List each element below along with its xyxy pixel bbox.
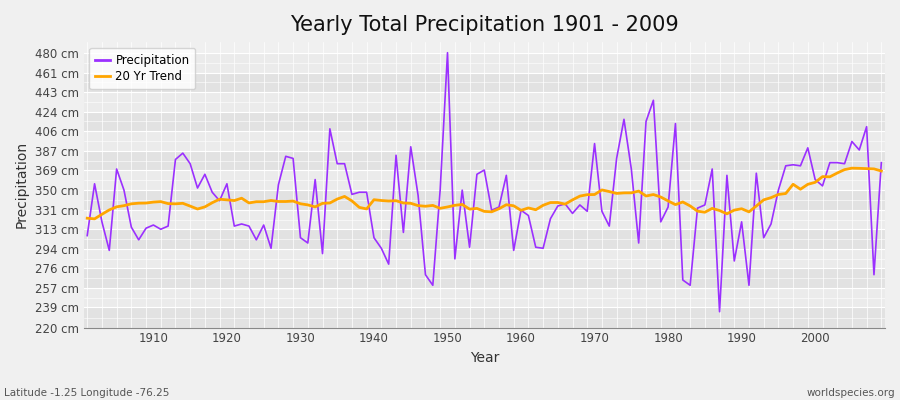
20 Yr Trend bbox=[611, 191, 622, 196]
Bar bbox=[84, 210, 885, 229]
Line: Precipitation: Precipitation bbox=[87, 53, 881, 312]
Bar bbox=[84, 308, 885, 328]
Bar bbox=[84, 288, 885, 308]
Precipitation bbox=[302, 240, 313, 245]
Bar bbox=[84, 268, 885, 288]
Bar bbox=[84, 229, 885, 249]
Precipitation bbox=[346, 192, 357, 197]
Text: worldspecies.org: worldspecies.org bbox=[807, 388, 896, 398]
Bar bbox=[84, 131, 885, 151]
Precipitation bbox=[876, 160, 886, 165]
20 Yr Trend bbox=[89, 216, 100, 221]
Precipitation bbox=[523, 213, 534, 218]
Title: Yearly Total Precipitation 1901 - 2009: Yearly Total Precipitation 1901 - 2009 bbox=[290, 15, 679, 35]
X-axis label: Year: Year bbox=[470, 351, 499, 365]
Precipitation bbox=[82, 233, 93, 238]
Bar bbox=[84, 190, 885, 210]
Text: Latitude -1.25 Longitude -76.25: Latitude -1.25 Longitude -76.25 bbox=[4, 388, 170, 398]
Line: 20 Yr Trend: 20 Yr Trend bbox=[87, 168, 881, 219]
20 Yr Trend bbox=[354, 205, 364, 210]
Precipitation bbox=[516, 208, 526, 213]
20 Yr Trend bbox=[310, 204, 320, 209]
20 Yr Trend bbox=[876, 168, 886, 173]
20 Yr Trend bbox=[82, 216, 93, 221]
Precipitation bbox=[611, 156, 622, 161]
20 Yr Trend bbox=[148, 200, 158, 204]
20 Yr Trend bbox=[516, 208, 526, 213]
20 Yr Trend bbox=[847, 166, 858, 170]
Precipitation bbox=[442, 50, 453, 55]
Precipitation bbox=[140, 226, 151, 230]
Legend: Precipitation, 20 Yr Trend: Precipitation, 20 Yr Trend bbox=[89, 48, 195, 89]
Precipitation bbox=[715, 309, 725, 314]
Bar bbox=[84, 112, 885, 131]
Bar bbox=[84, 249, 885, 268]
Bar bbox=[84, 92, 885, 112]
Bar bbox=[84, 151, 885, 170]
20 Yr Trend bbox=[523, 206, 534, 210]
Y-axis label: Precipitation: Precipitation bbox=[15, 141, 29, 228]
Bar bbox=[84, 73, 885, 92]
Bar bbox=[84, 170, 885, 190]
Bar bbox=[84, 53, 885, 73]
